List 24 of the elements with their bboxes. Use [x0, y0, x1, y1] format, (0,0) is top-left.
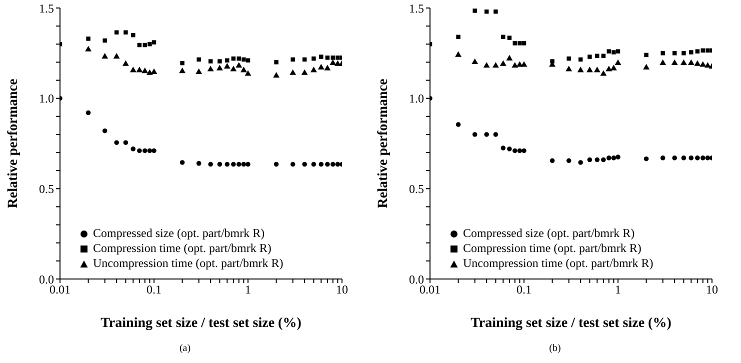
x-axis-title: Training set size / test set size (%): [100, 316, 302, 331]
y-tick-label: 1.5: [409, 1, 424, 16]
y-axis-title: Relative performance: [376, 78, 391, 208]
y-axis-title: Relative performance: [6, 78, 21, 208]
y-tick-label: 1.5: [39, 1, 54, 16]
y-tick-label: 1.0: [409, 92, 424, 106]
x-tick-label: 1: [615, 282, 621, 297]
x-tick-label: 10: [706, 282, 718, 297]
legend-label: Compressed size (opt. part/bmrk R): [463, 226, 635, 241]
x-axis-title: Training set size / test set size (%): [470, 316, 672, 331]
legend-label: Compressed size (opt. part/bmrk R): [93, 226, 265, 241]
x-tick-label: 10: [336, 282, 348, 297]
legend-label: Uncompression time (opt. part/bmrk R): [93, 256, 284, 271]
text: (b): [548, 343, 562, 354]
x-tick-label: 0.1: [146, 282, 162, 297]
legend-label: Compression time (opt. part/bmrk R): [93, 241, 272, 256]
text: (a): [178, 343, 192, 354]
x-tick-label: 1: [245, 282, 251, 297]
y-tick-label: 0.5: [409, 182, 424, 196]
y-tick-label: 0.5: [39, 182, 54, 196]
legend-label: Uncompression time (opt. part/bmrk R): [463, 256, 654, 271]
x-tick-label: 0.1: [516, 282, 532, 297]
y-tick-label: 1.0: [39, 92, 54, 106]
legend-label: Compression time (opt. part/bmrk R): [463, 241, 642, 256]
